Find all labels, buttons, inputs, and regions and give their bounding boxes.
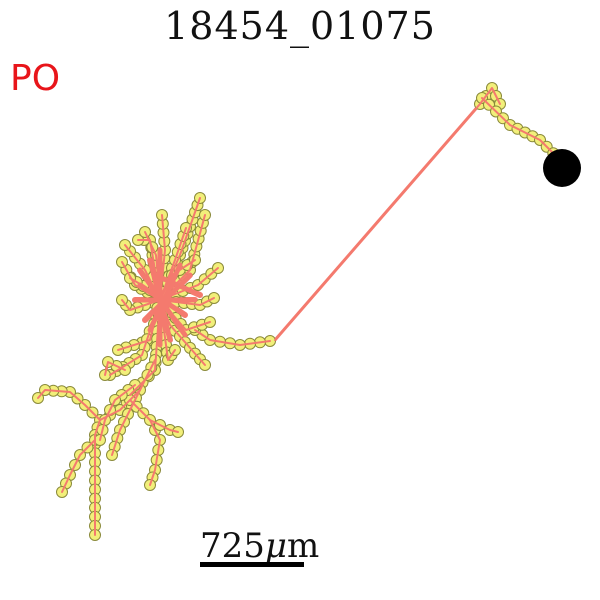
dendrite-branch [99,384,136,441]
scale-bar [200,562,304,567]
page-title: 18454_01075 [164,4,436,48]
scale-unit-prefix: μ [264,526,288,566]
dendrite-branch [129,399,161,486]
dendrite-branch [159,259,196,301]
dendrite-branch [159,227,187,301]
dendrite-branch [147,262,183,333]
region-tag: PO [10,58,61,99]
dendrite-branch [121,299,161,311]
dendrite-nodes [32,82,568,541]
scale-unit: m [287,526,320,566]
dendrite-branch [61,439,96,493]
dendrite-branch [37,389,101,421]
dendrite-branch [194,329,271,346]
scale-label: 725μm [200,526,319,566]
dendrite-branch [104,361,126,376]
dendrite-branch [274,103,481,341]
dendrite-branch [149,419,179,433]
scale-value: 725 [200,526,265,566]
soma-marker-icon [543,149,581,187]
dendrite-branch [152,272,203,298]
dendrite-branch [94,359,156,536]
